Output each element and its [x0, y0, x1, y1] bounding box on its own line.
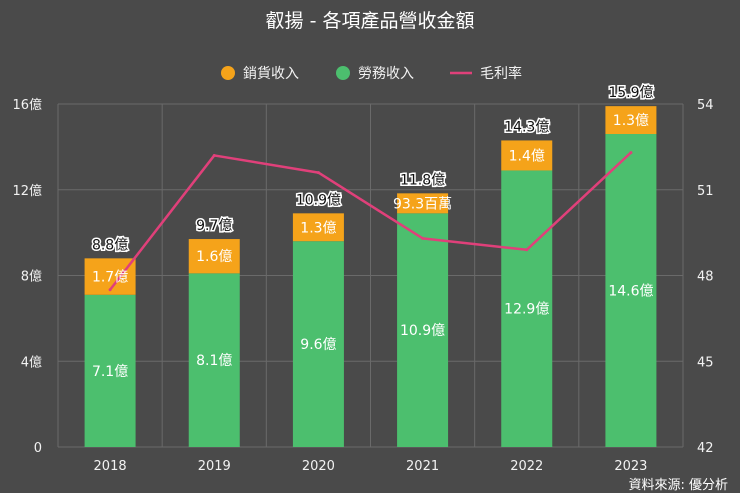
- bar-label-service: 14.6億: [608, 284, 653, 300]
- bar-product-sales: [188, 239, 240, 274]
- bar-label-product: 1.3億: [300, 220, 336, 236]
- y-left-tick-label: 4億: [21, 354, 42, 370]
- x-tick-label: 2021: [406, 459, 439, 474]
- y-right-tick-label: 51: [697, 184, 714, 199]
- bar-label-product: 1.6億: [196, 249, 232, 265]
- x-tick-label: 2019: [198, 459, 231, 474]
- y-right-tick-label: 42: [697, 441, 714, 456]
- bar-service-revenue: [84, 294, 136, 447]
- gross-margin-point: [212, 153, 216, 157]
- legend: 銷貨收入 勞務收入 毛利率: [221, 65, 522, 82]
- y-left-tick-label: 12億: [12, 183, 42, 199]
- bar-product-sales: [501, 140, 553, 171]
- bar-service-revenue: [397, 213, 449, 447]
- bar-label-service: 10.9億: [400, 323, 445, 339]
- gross-margin-point: [316, 171, 320, 175]
- x-tick-label: 2022: [510, 459, 543, 474]
- bar-label-service: 8.1億: [196, 353, 232, 369]
- margin-line-group: [108, 151, 633, 292]
- y-right-tick-label: 48: [697, 270, 714, 285]
- y-right-tick-label: 54: [697, 98, 714, 113]
- gross-margin-line: [109, 151, 632, 291]
- bar-label-product: 1.3億: [613, 113, 649, 129]
- legend-marker-service-revenue: [336, 66, 350, 80]
- bar-product-sales: [605, 106, 657, 135]
- bar-label-product: 1.7億: [92, 270, 128, 286]
- bars-group: [84, 106, 657, 448]
- bar-service-revenue: [292, 241, 344, 447]
- legend-label-product-sales: 銷貨收入: [243, 65, 299, 82]
- bar-service-revenue: [605, 134, 657, 447]
- x-tick-label: 2018: [94, 459, 127, 474]
- legend-label-gross-margin: 毛利率: [480, 65, 522, 82]
- y-left-tick-label: 16億: [12, 97, 42, 113]
- bar-label-service: 12.9億: [504, 302, 549, 318]
- legend-label-service-revenue: 勞務收入: [358, 66, 414, 82]
- bar-product-sales: [292, 213, 344, 242]
- chart-title: 叡揚 - 各項產品營收金額: [266, 10, 475, 32]
- data-labels-group: 7.1億 1.7億 8.8億 8.1億 1.6億 9.7億 9.6億 1.3億 10.9億 10.…: [90, 84, 655, 380]
- bar-total-label: 9.7億: [196, 218, 232, 234]
- axes-group: 0 4億 8億 12億 16億 42 45 48 51 54 2018 2019 2020 2021 202…: [12, 97, 713, 474]
- y-right-tick-label: 45: [697, 355, 714, 370]
- bar-label-product: 1.4億: [509, 148, 545, 164]
- gross-margin-point: [108, 288, 112, 292]
- x-tick-label: 2023: [614, 459, 647, 474]
- gross-margin-point: [421, 236, 425, 240]
- bar-total-label: 15.9億: [608, 85, 653, 101]
- source-note: 資料來源: 優分析: [628, 478, 728, 493]
- bar-total-label: 11.8億: [400, 172, 445, 188]
- bar-label-product: 93.3百萬: [393, 196, 452, 212]
- bar-label-service: 7.1億: [92, 364, 128, 380]
- gross-margin-point: [525, 248, 529, 252]
- gross-margin-point: [629, 151, 633, 155]
- bar-service-revenue: [188, 273, 240, 447]
- bar-service-revenue: [501, 170, 553, 448]
- bar-label-service: 9.6億: [300, 337, 336, 353]
- bar-total-label: 10.9億: [296, 192, 341, 208]
- bar-product-sales: [397, 193, 449, 214]
- y-left-tick-label: 8億: [21, 269, 42, 285]
- x-tick-label: 2020: [302, 459, 335, 474]
- bar-total-label: 8.8億: [92, 237, 128, 253]
- y-left-tick-label: 0: [34, 441, 42, 456]
- legend-marker-product-sales: [221, 66, 235, 80]
- bar-total-label: 14.3億: [504, 119, 549, 135]
- grid-lines: [57, 103, 684, 448]
